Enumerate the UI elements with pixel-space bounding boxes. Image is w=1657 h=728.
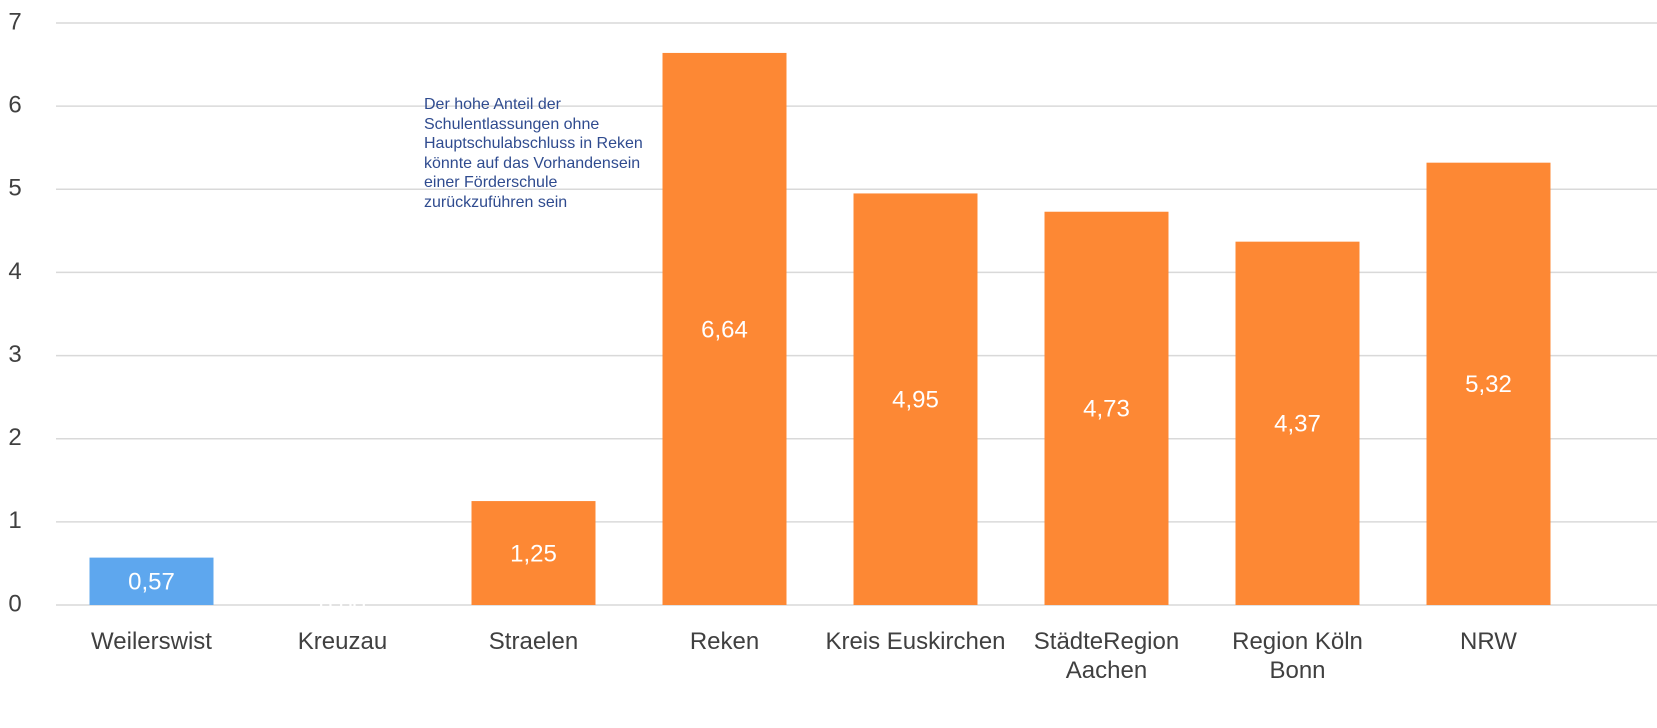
y-tick-label: 2 — [8, 424, 21, 451]
bar — [1235, 241, 1360, 605]
bar — [89, 557, 214, 605]
bar — [1044, 211, 1169, 605]
data-label: 0,00 — [319, 592, 366, 619]
data-label: 5,32 — [1465, 371, 1512, 398]
y-tick-label: 4 — [8, 258, 21, 285]
x-tick-label: Kreuzau — [297, 628, 388, 655]
x-tick-label: NRW — [1460, 628, 1517, 655]
data-label: 4,73 — [1083, 396, 1130, 423]
x-tick-label: Weilerswist — [91, 628, 212, 655]
x-tick-label: Region Köln Bonn — [1232, 628, 1363, 684]
y-tick-label: 7 — [8, 8, 21, 35]
bar — [662, 52, 787, 606]
y-tick-label: 5 — [8, 175, 21, 202]
y-tick-label: 6 — [8, 91, 21, 118]
data-label: 4,37 — [1274, 411, 1321, 438]
x-tick-label: Straelen — [488, 628, 579, 655]
bar — [1426, 162, 1551, 605]
x-tick-label: Reken — [689, 628, 760, 655]
data-label: 0,57 — [128, 569, 175, 596]
data-label: 4,95 — [892, 387, 939, 414]
annotation: Der hohe Anteil der Schulentlassungen oh… — [424, 96, 643, 211]
y-tick-label: 1 — [8, 507, 21, 534]
x-tick-label: StädteRegion Aachen — [1033, 628, 1180, 684]
y-tick-label: 0 — [8, 590, 21, 617]
y-tick-label: 3 — [8, 341, 21, 368]
data-label: 1,25 — [510, 540, 557, 567]
bar — [471, 501, 596, 605]
x-tick-label: Kreis Euskirchen — [825, 628, 1006, 655]
data-label: 6,64 — [701, 316, 748, 343]
bar — [853, 193, 978, 605]
